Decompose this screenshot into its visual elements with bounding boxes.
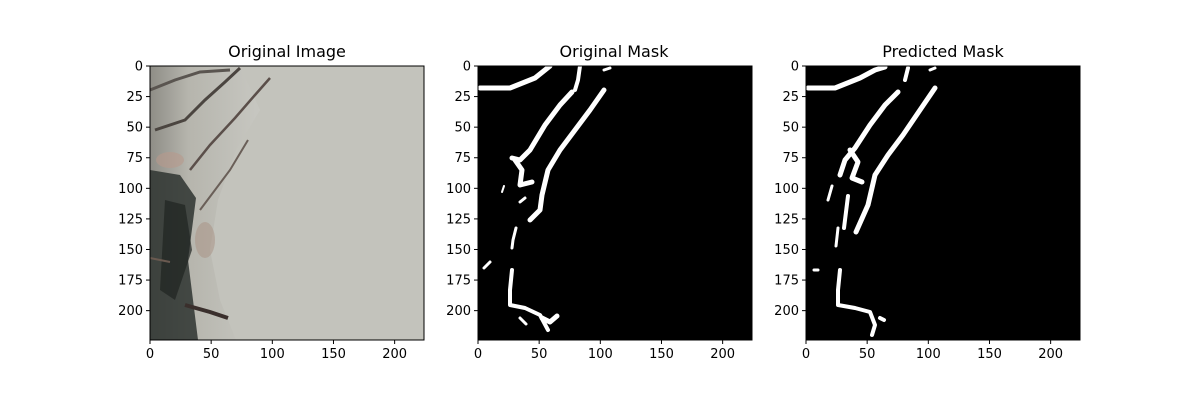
y-tick-label: 100 (118, 182, 143, 197)
original-mask-title: Original Mask (560, 42, 670, 61)
y-tick-label: 150 (118, 243, 143, 258)
y-tick-label: 100 (774, 182, 799, 197)
y-tick-label: 200 (118, 304, 143, 319)
x-tick-label: 150 (649, 347, 674, 362)
original-image-content (149, 66, 424, 340)
x-tick-label: 200 (710, 347, 735, 362)
predicted-mask-content (805, 64, 1080, 340)
y-tick-label: 0 (135, 60, 143, 75)
x-tick-label: 50 (203, 347, 220, 362)
original-image-panel: Original Image 0 50 100 150 200 0 25 50 75 100 125… (118, 42, 425, 362)
x-tick-label: 150 (977, 347, 1002, 362)
y-tick-label: 50 (454, 121, 471, 136)
y-tick-label: 0 (791, 60, 799, 75)
y-tick-label: 25 (126, 90, 143, 105)
y-tick-label: 200 (446, 304, 471, 319)
y-tick-label: 0 (463, 60, 471, 75)
original-mask-content (477, 63, 752, 340)
x-tick-label: 100 (588, 347, 613, 362)
x-tick-label: 150 (321, 347, 346, 362)
y-tick-label: 25 (454, 90, 471, 105)
y-tick-label: 25 (782, 90, 799, 105)
original-mask-panel: Original Mask 0 50 100 150 200 0 25 50 75 100 125 1… (446, 42, 753, 362)
x-tick-label: 200 (382, 347, 407, 362)
predicted-mask-panel: Predicted Mask 0 50 100 150 200 0 25 50 75 100 125… (774, 42, 1081, 362)
x-tick-label: 50 (859, 347, 876, 362)
x-tick-label: 0 (146, 347, 154, 362)
y-tick-label: 125 (774, 212, 799, 227)
y-tick-label: 125 (446, 212, 471, 227)
y-tick-label: 75 (782, 151, 799, 166)
y-tick-label: 100 (446, 182, 471, 197)
y-tick-label: 150 (774, 243, 799, 258)
original-image-title: Original Image (228, 42, 346, 61)
y-tick-label: 75 (126, 151, 143, 166)
y-tick-label: 175 (774, 274, 799, 289)
x-tick-label: 0 (474, 347, 482, 362)
x-tick-label: 100 (260, 347, 285, 362)
x-tick-label: 100 (916, 347, 941, 362)
y-tick-label: 175 (446, 274, 471, 289)
y-tick-label: 50 (126, 121, 143, 136)
y-tick-label: 200 (774, 304, 799, 319)
x-tick-label: 50 (531, 347, 548, 362)
y-tick-label: 150 (446, 243, 471, 258)
y-tick-label: 125 (118, 212, 143, 227)
y-tick-label: 175 (118, 274, 143, 289)
x-tick-label: 200 (1038, 347, 1063, 362)
predicted-mask-title: Predicted Mask (882, 42, 1004, 61)
x-tick-label: 0 (802, 347, 810, 362)
y-tick-label: 50 (782, 121, 799, 136)
y-tick-label: 75 (454, 151, 471, 166)
